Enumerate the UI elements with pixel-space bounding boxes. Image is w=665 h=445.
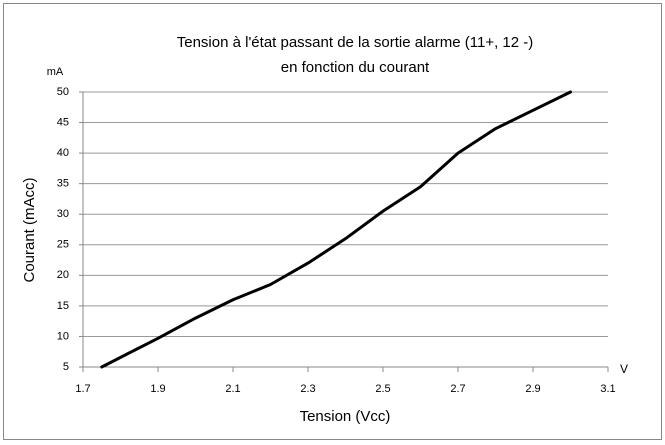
x-tick-label: 3.1	[600, 383, 615, 395]
y-unit: mA	[47, 66, 64, 78]
y-tick-label: 15	[57, 300, 69, 312]
y-axis-title: Courant (mAcc)	[21, 177, 38, 282]
chart-title-line: en fonction du courant	[281, 59, 430, 76]
y-tick-label: 35	[57, 178, 69, 190]
x-tick-label: 2.7	[450, 383, 465, 395]
y-tick-label: 20	[57, 269, 69, 281]
y-tick-label: 40	[57, 147, 69, 159]
x-tick-label: 2.1	[225, 383, 240, 395]
x-axis-title: Tension (Vcc)	[300, 408, 391, 425]
x-tick-label: 1.9	[150, 383, 165, 395]
x-tick-label: 2.3	[300, 383, 315, 395]
x-tick-label: 1.7	[75, 383, 90, 395]
y-tick-label: 50	[57, 86, 69, 98]
x-tick-label: 2.9	[525, 383, 540, 395]
x-unit: V	[620, 362, 628, 376]
x-tick-label: 2.5	[375, 383, 390, 395]
data-line	[100, 90, 572, 369]
y-tick-label: 30	[57, 208, 69, 220]
y-tick-label: 25	[57, 239, 69, 251]
y-tick-label: 10	[57, 330, 69, 342]
y-tick-label: 5	[63, 361, 69, 373]
y-tick-label: 45	[57, 116, 69, 128]
chart-title-line: Tension à l'état passant de la sortie al…	[177, 34, 534, 51]
